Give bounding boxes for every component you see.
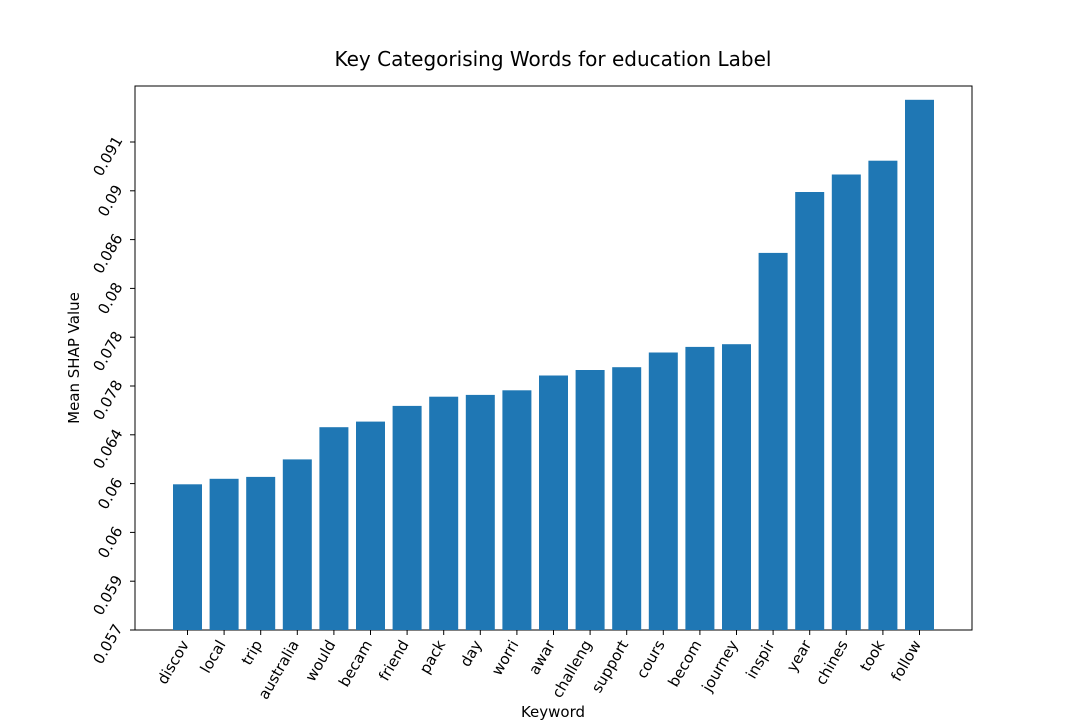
bar-becom (685, 346, 715, 630)
x-tick-label: trip (238, 637, 266, 668)
x-tick-label: chines (812, 637, 852, 688)
bar-pack (429, 396, 459, 630)
x-tick-label: discov (153, 637, 193, 688)
bar-year (795, 192, 825, 630)
x-tick-label: friend (375, 637, 413, 684)
bar-local (209, 478, 239, 630)
x-tick-label: inspir (742, 636, 779, 682)
x-axis-label: Keyword (521, 703, 585, 720)
x-tick-label: year (783, 636, 816, 675)
chart-title: Key Categorising Words for education Lab… (335, 47, 772, 71)
x-tick-label: becom (664, 637, 705, 690)
x-tick-label: local (196, 637, 229, 676)
x-tick-label: awar (525, 636, 559, 678)
x-tick-label: day (456, 637, 485, 670)
bar-chines (831, 174, 861, 630)
bar-took (868, 160, 898, 630)
bar-trip (246, 476, 276, 630)
x-tick-label: took (856, 637, 888, 675)
bar-cours (648, 352, 678, 630)
x-tick-label: cours (633, 637, 669, 682)
bar-journey (722, 344, 751, 630)
bar-would (319, 427, 349, 630)
bar-becam (356, 421, 385, 630)
y-tick-label: 0.078 (89, 328, 126, 374)
bars-group (173, 99, 934, 631)
x-tick-label: pack (416, 637, 450, 677)
bar-challeng (575, 370, 605, 630)
bar-discov (173, 484, 202, 630)
y-tick-label: 0.057 (89, 621, 126, 667)
bar-friend (392, 405, 422, 630)
bar-support (612, 367, 642, 630)
x-tick-label: follow (887, 637, 925, 684)
bar-follow (905, 99, 934, 631)
bar-worri (502, 390, 532, 630)
x-tick-label: worri (488, 637, 522, 679)
y-tick-label: 0.078 (89, 377, 126, 423)
y-axis-ticks: 0.0570.0590.060.060.0640.0780.0780.080.0… (89, 133, 135, 667)
bar-day (465, 394, 495, 630)
y-tick-label: 0.086 (89, 231, 126, 277)
x-tick-label: becam (335, 637, 376, 690)
y-tick-label: 0.091 (89, 133, 126, 179)
y-tick-label: 0.06 (94, 475, 126, 513)
bar-inspir (758, 252, 788, 630)
bar-awar (539, 375, 568, 630)
bar-australia (282, 459, 312, 630)
y-tick-label: 0.059 (89, 572, 126, 618)
y-tick-label: 0.08 (94, 279, 126, 317)
x-tick-label: would (301, 637, 339, 685)
y-tick-label: 0.09 (94, 182, 126, 220)
y-tick-label: 0.064 (89, 426, 126, 472)
y-tick-label: 0.06 (94, 523, 126, 561)
y-axis-label: Mean SHAP Value (65, 292, 83, 424)
